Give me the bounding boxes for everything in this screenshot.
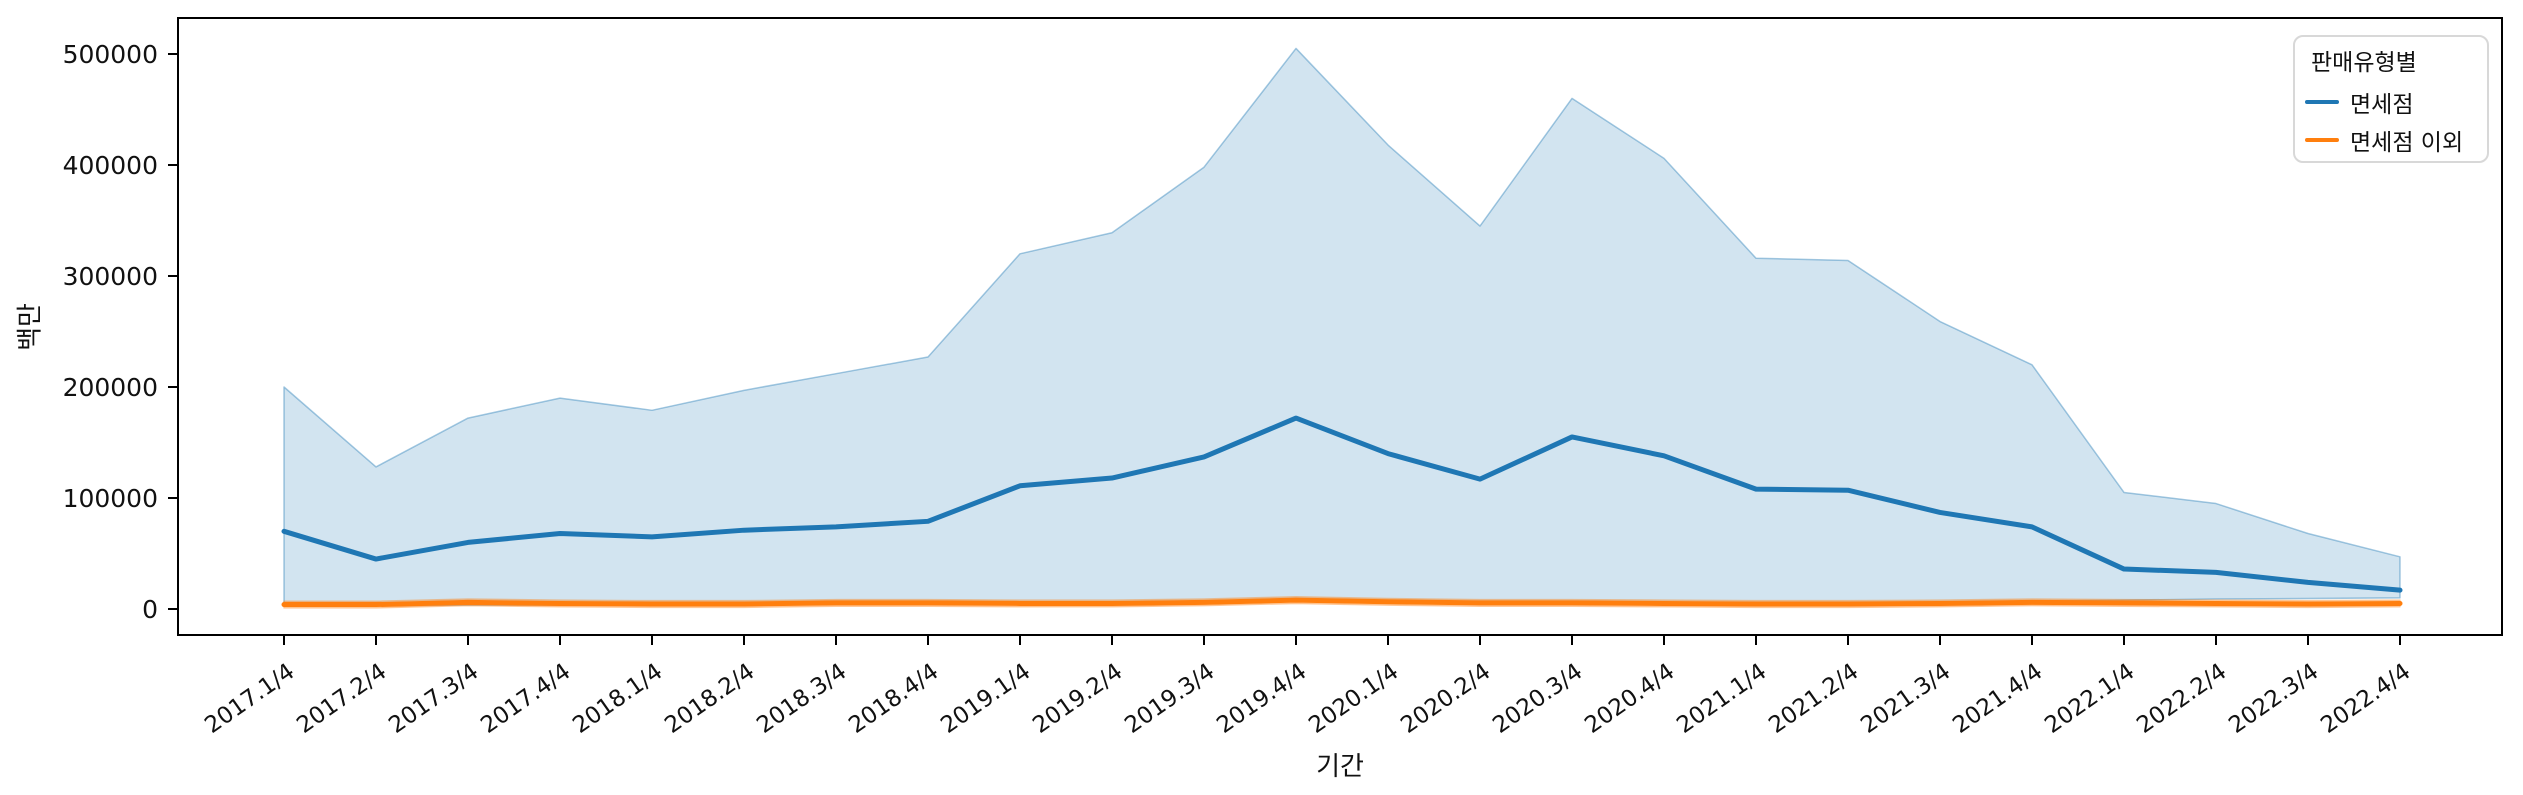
plot-border: [177, 17, 2503, 636]
x-tick-label: 2022.4/4: [2316, 659, 2415, 739]
legend-entry-label: 면세점 이외: [2350, 130, 2464, 156]
y-tick-label: 200000: [63, 373, 158, 402]
x-tick-label: 2022.1/4: [2040, 659, 2139, 739]
series-0-band: [283, 47, 2401, 607]
y-tick-label: 500000: [63, 40, 158, 69]
series-1-line: [281, 597, 2403, 608]
y-axis-label: 백만: [15, 303, 46, 351]
x-tick-label: 2021.1/4: [1672, 659, 1771, 739]
x-tick-label: 2018.4/4: [844, 659, 943, 739]
x-tick-label: 2019.4/4: [1212, 659, 1311, 739]
x-tick-label: 2021.4/4: [1948, 659, 2047, 739]
x-tick-label: 2019.3/4: [1120, 659, 1219, 739]
x-tick-label: 2021.3/4: [1856, 659, 1955, 739]
series-0-line: [281, 415, 2403, 593]
y-tick-label: 100000: [63, 484, 158, 513]
x-tick-label: 2017.2/4: [292, 659, 391, 739]
legend-entry-duty-free: 면세점: [2305, 83, 2477, 121]
duty-free-line-swatch: [2305, 100, 2339, 104]
x-tick-label: 2020.1/4: [1304, 659, 1403, 739]
x-tick-label: 2018.2/4: [660, 659, 759, 739]
y-tick-label: 300000: [63, 262, 158, 291]
x-tick-label: 2019.2/4: [1028, 659, 1127, 739]
x-tick-label: 2017.1/4: [200, 659, 299, 739]
x-tick-label: 2017.3/4: [384, 659, 483, 739]
legend-entry-non-duty-free: 면세점 이외: [2305, 121, 2477, 159]
y-tick-label: 0: [142, 595, 158, 624]
legend: 판매유형별 면세점 면세점 이외: [2293, 35, 2489, 163]
x-tick-label: 2020.2/4: [1396, 659, 1495, 739]
x-tick-label: 2018.1/4: [568, 659, 667, 739]
legend-title: 판매유형별: [2311, 50, 2417, 76]
x-tick-label: 2022.2/4: [2132, 659, 2231, 739]
x-tick-label: 2017.4/4: [476, 659, 575, 739]
y-tick-label: 400000: [63, 151, 158, 180]
x-axis-label: 기간: [1316, 752, 1364, 782]
non-duty-free-line-swatch: [2305, 138, 2339, 142]
x-tick-label: 2018.3/4: [752, 659, 851, 739]
x-tick-label: 2020.4/4: [1580, 659, 1679, 739]
x-tick-label: 2020.3/4: [1488, 659, 1587, 739]
x-tick-label: 2022.3/4: [2224, 659, 2323, 739]
legend-entry-label: 면세점: [2350, 92, 2414, 118]
x-tick-label: 2019.1/4: [936, 659, 1035, 739]
x-tick-label: 2021.2/4: [1764, 659, 1863, 739]
